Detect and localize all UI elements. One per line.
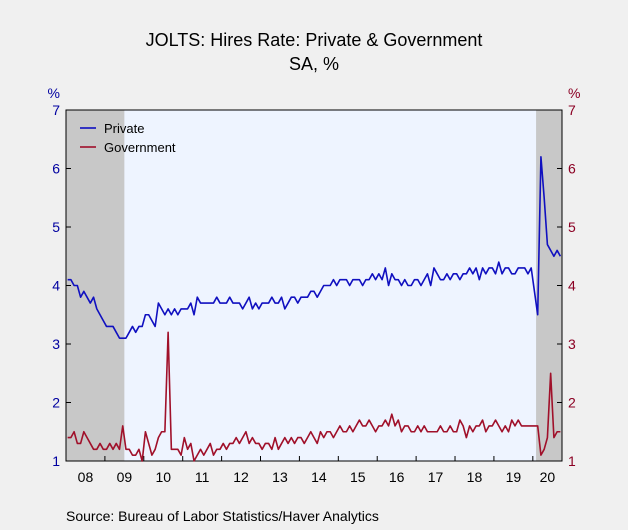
x-tick-label: 13: [272, 469, 288, 485]
plot-area: [66, 110, 562, 461]
x-tick-label: 09: [117, 469, 133, 485]
x-tick-label: 10: [155, 469, 171, 485]
chart-subtitle: SA, %: [288, 54, 340, 74]
y-right-tick-label: 3: [568, 336, 576, 352]
y-left-tick-label: 5: [52, 219, 60, 235]
y-right-axis-label: %: [568, 85, 580, 101]
x-tick-label: 15: [350, 469, 366, 485]
y-left-tick-label: 7: [52, 102, 60, 118]
x-tick-label: 18: [467, 469, 483, 485]
y-right-tick-label: 6: [568, 161, 576, 177]
legend-label-government: Government: [104, 140, 176, 155]
y-left-tick-label: 6: [52, 161, 60, 177]
x-tick-label: 12: [233, 469, 249, 485]
x-tick-label: 14: [311, 469, 327, 485]
y-left-tick-label: 3: [52, 336, 60, 352]
y-right-tick-label: 7: [568, 102, 576, 118]
series-line-government: [67, 331, 561, 462]
y-left-tick-label: 2: [52, 395, 60, 411]
source-note: Source: Bureau of Labor Statistics/Haver…: [66, 508, 379, 524]
y-right-tick-label: 4: [568, 278, 576, 294]
y-left-tick-label: 1: [52, 453, 60, 469]
legend-label-private: Private: [104, 121, 144, 136]
y-right-tick-label: 1: [568, 453, 576, 469]
x-tick-label: 19: [506, 469, 522, 485]
x-tick-label: 20: [540, 469, 556, 485]
y-left-tick-label: 4: [52, 278, 60, 294]
series-line-private: [67, 156, 562, 339]
x-tick-label: 11: [195, 469, 210, 485]
x-tick-label: 16: [389, 469, 405, 485]
y-right-tick-label: 2: [568, 395, 576, 411]
x-tick-label: 17: [428, 469, 444, 485]
y-right-tick-label: 5: [568, 219, 576, 235]
x-tick-label: 08: [78, 469, 94, 485]
y-left-axis-label: %: [48, 85, 60, 101]
chart-title: JOLTS: Hires Rate: Private & Government: [145, 30, 483, 50]
